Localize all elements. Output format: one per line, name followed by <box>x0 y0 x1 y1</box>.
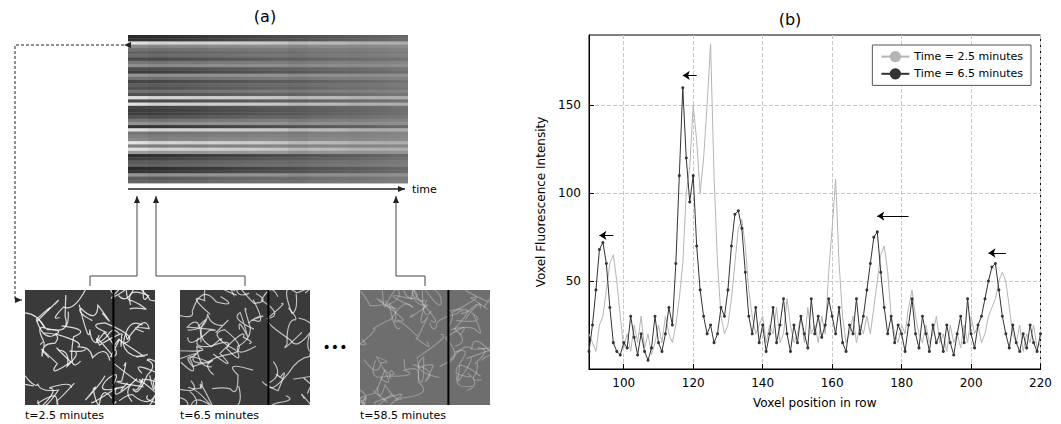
svg-text:time: time <box>412 183 437 196</box>
svg-text:100: 100 <box>558 186 581 200</box>
svg-text:160: 160 <box>821 376 844 390</box>
svg-text:200: 200 <box>960 376 983 390</box>
svg-text:(b): (b) <box>779 10 802 29</box>
svg-text:100: 100 <box>612 376 635 390</box>
svg-text:Voxel position in row: Voxel position in row <box>753 396 877 410</box>
svg-text:220: 220 <box>1029 376 1052 390</box>
svg-text:Time = 2.5 minutes: Time = 2.5 minutes <box>913 50 1023 63</box>
svg-text:120: 120 <box>682 376 705 390</box>
svg-text:•••: ••• <box>323 339 348 355</box>
svg-text:Voxel Fluorescence Intensity: Voxel Fluorescence Intensity <box>534 117 548 288</box>
svg-text:180: 180 <box>890 376 913 390</box>
svg-text:t=2.5 minutes: t=2.5 minutes <box>25 409 104 422</box>
svg-text:(a): (a) <box>254 7 276 26</box>
svg-text:140: 140 <box>751 376 774 390</box>
svg-text:Time = 6.5 minutes: Time = 6.5 minutes <box>913 67 1023 80</box>
svg-text:t=58.5 minutes: t=58.5 minutes <box>360 409 446 422</box>
svg-text:t=6.5 minutes: t=6.5 minutes <box>180 409 259 422</box>
svg-text:150: 150 <box>558 98 581 112</box>
svg-text:50: 50 <box>566 274 581 288</box>
